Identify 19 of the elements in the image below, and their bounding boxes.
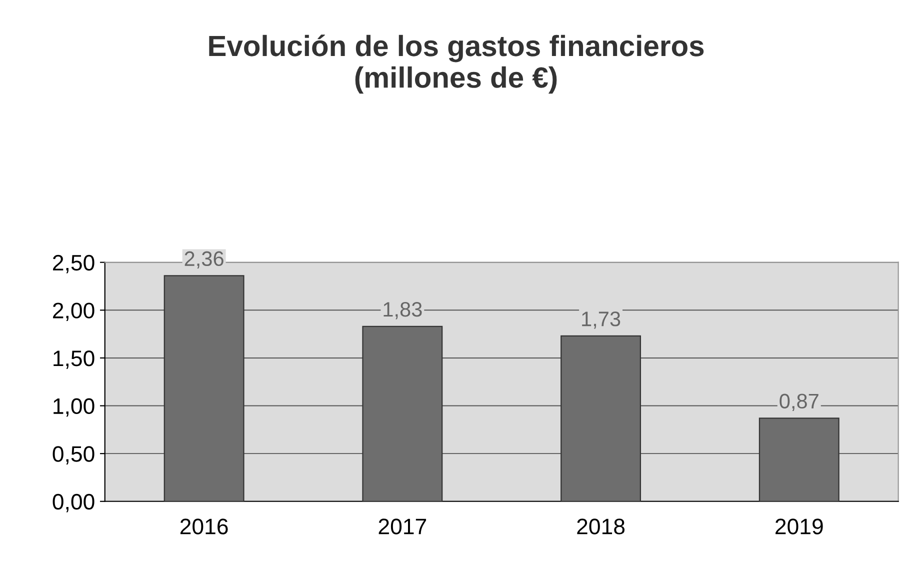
bar [362, 326, 443, 502]
x-tick-label: 2019 [776, 518, 823, 534]
y-tick-label: 2,50 [53, 254, 94, 274]
y-tick-label: 0,50 [52, 446, 94, 464]
x-tick-label: 2018 [577, 518, 625, 534]
bar [164, 275, 244, 502]
data-label: 0,87 [780, 394, 818, 411]
data-label: 2,36 [184, 251, 224, 269]
y-tick-label: 0,00 [52, 494, 94, 512]
x-tick-label: 2017 [378, 518, 426, 534]
y-tick-label: 2,00 [53, 302, 94, 322]
data-label: 1,73 [582, 312, 620, 329]
y-tick-label: 1,50 [54, 350, 94, 369]
x-tick-label: 2016 [180, 518, 228, 534]
bar [758, 418, 840, 502]
chart-title: Evolución de los gastos financieros (millones de €) [209, 34, 704, 94]
y-tick-label: 1,00 [54, 398, 94, 417]
data-label: 1,83 [384, 302, 422, 320]
bar [560, 335, 642, 502]
